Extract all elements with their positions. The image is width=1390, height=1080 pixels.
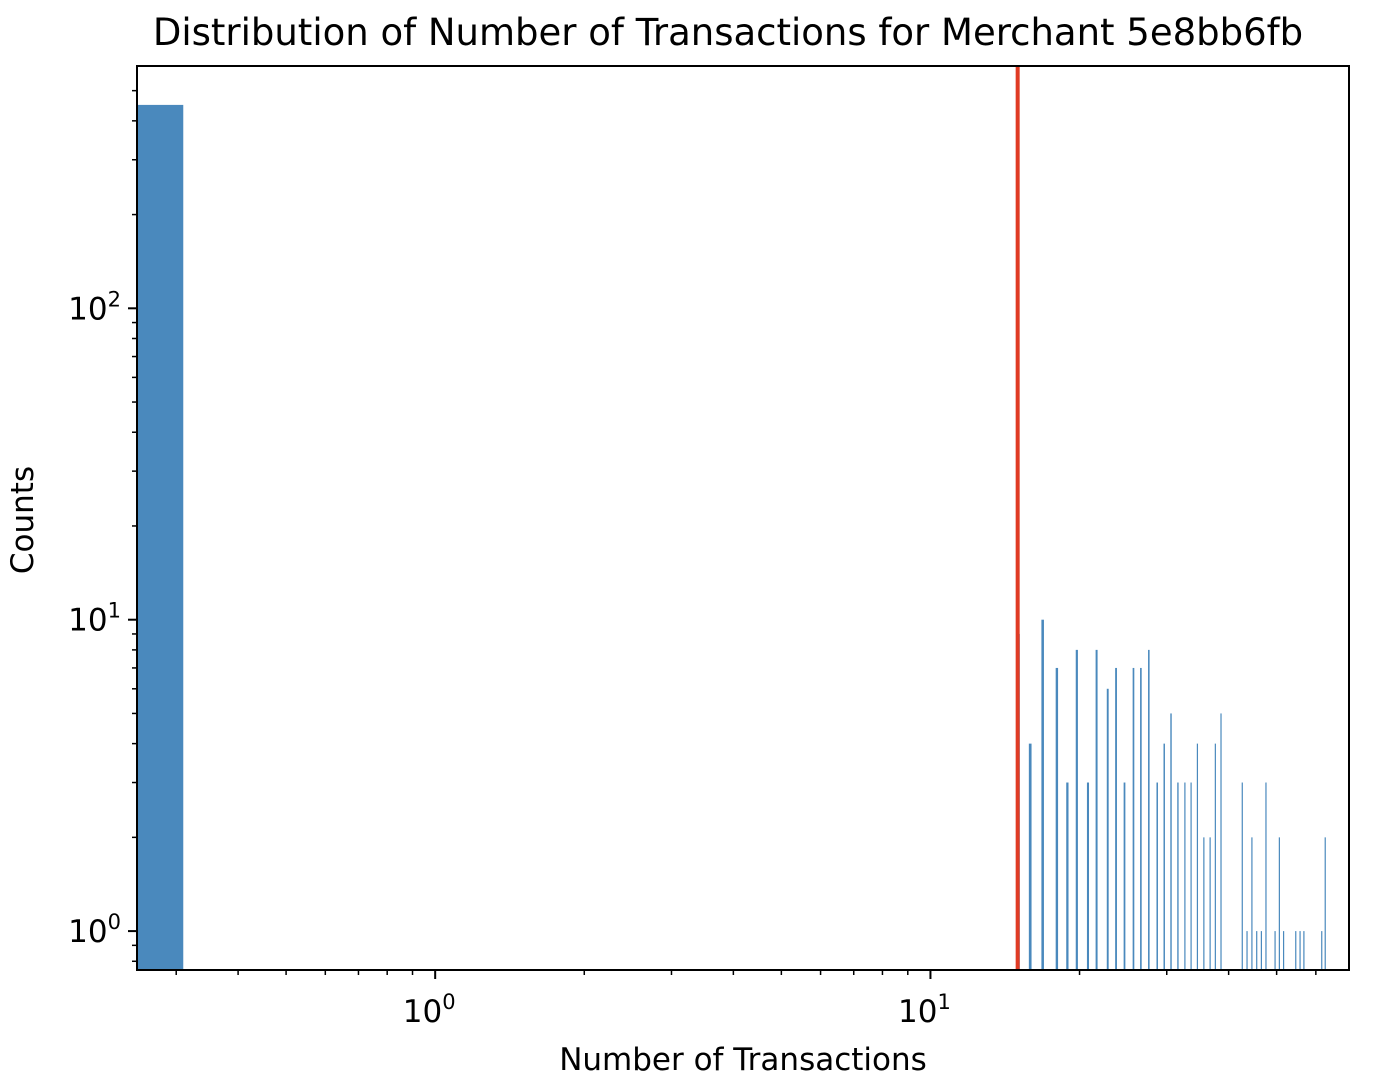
histogram-bar [1220, 713, 1222, 970]
histogram-bar [1184, 782, 1186, 970]
histogram-bar [1106, 688, 1109, 970]
histogram-bar [1163, 743, 1165, 970]
histogram-bar [1324, 837, 1326, 970]
histogram-bar [1256, 931, 1258, 970]
histogram-bar [1260, 931, 1262, 970]
histogram-bar [1148, 649, 1150, 970]
histogram-bar [1028, 743, 1032, 970]
histogram-bar [1055, 667, 1059, 970]
y-tick-label: 100 [68, 910, 121, 950]
histogram-bar [1196, 743, 1199, 970]
histogram-bar [1041, 619, 1044, 970]
histogram-bar [1086, 782, 1090, 970]
plot-frame [136, 65, 1350, 971]
histogram-bar [1115, 667, 1117, 970]
histogram-bar [1251, 837, 1253, 970]
y-tick-label: 101 [68, 599, 121, 639]
histogram-bar [1190, 782, 1192, 970]
histogram-bar [1278, 837, 1280, 970]
histogram-bar [1282, 931, 1285, 970]
bars-layer [137, 104, 1326, 970]
histogram-bar [137, 104, 184, 970]
histogram-bar [1203, 837, 1205, 970]
histogram-bar [1095, 649, 1098, 970]
histogram-bar [1075, 649, 1078, 970]
histogram-bar [1274, 931, 1276, 970]
histogram-bar [1209, 837, 1211, 970]
chart-title: Distribution of Number of Transactions f… [153, 11, 1303, 54]
x-tick-label: 100 [403, 990, 456, 1030]
ticks-layer: 100 101 100 101 102 [68, 89, 1317, 1030]
histogram-bar [1299, 931, 1301, 970]
histogram-bar [1132, 667, 1135, 970]
histogram-bar [1123, 782, 1126, 970]
histogram-bar [1214, 743, 1216, 970]
histogram-bar [1295, 931, 1297, 970]
histogram-bar [1246, 931, 1248, 970]
x-axis-label: Number of Transactions [559, 1042, 927, 1078]
y-axis-label: Counts [5, 466, 41, 574]
y-tick-label: 102 [68, 287, 121, 327]
histogram-bar [1241, 782, 1243, 970]
histogram-bar [1156, 782, 1158, 970]
histogram-bar [1321, 931, 1323, 970]
histogram-bar [1303, 931, 1305, 970]
histogram-bar [1170, 713, 1172, 970]
histogram-bar [1066, 782, 1069, 970]
histogram-bar [1177, 782, 1179, 970]
histogram-bar [1140, 667, 1142, 970]
x-tick-label: 101 [898, 990, 951, 1030]
histogram-bar [1265, 782, 1267, 970]
